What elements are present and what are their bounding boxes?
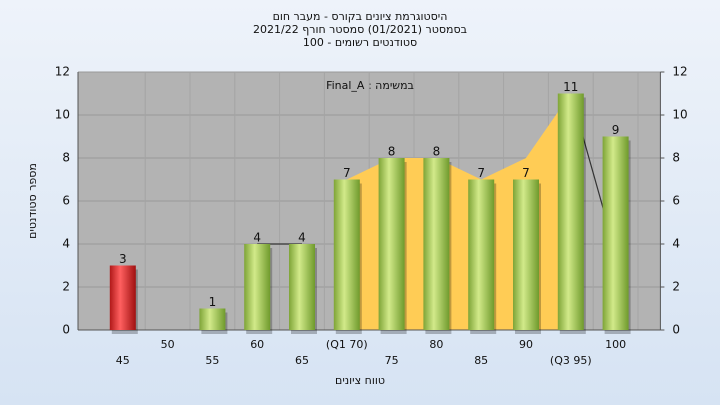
- y2-tick-label: 4: [672, 237, 680, 251]
- x-tick-label: 55: [205, 354, 219, 367]
- x-tick-label: 50: [161, 338, 175, 351]
- bar: [244, 244, 271, 330]
- data-label: 7: [522, 166, 530, 180]
- bar: [423, 158, 450, 330]
- chart-title: היסטוגרמת ציונים בקורס - מעבר חום: [273, 10, 448, 23]
- data-label: 7: [343, 166, 351, 180]
- data-label: 1: [209, 295, 217, 309]
- y2-tick-label: 12: [672, 65, 687, 79]
- bar: [468, 179, 495, 330]
- data-label: 3: [119, 252, 127, 266]
- bar: [378, 158, 405, 330]
- y-tick-label: 12: [55, 65, 70, 79]
- bar: [109, 265, 136, 330]
- x-tick-label: 85: [474, 354, 488, 367]
- y2-tick-label: 6: [672, 194, 680, 208]
- x-tick-label: 80: [429, 338, 443, 351]
- x-tick-label: 65: [295, 354, 309, 367]
- bar: [199, 308, 226, 330]
- y-tick-label: 2: [62, 280, 70, 294]
- x-tick-label: (Q3 95): [550, 354, 592, 367]
- bar: [289, 244, 315, 330]
- data-label: 7: [477, 166, 485, 180]
- bar: [513, 179, 539, 330]
- y2-tick-label: 8: [672, 151, 680, 165]
- bar: [557, 93, 584, 330]
- chart-subtitle: בסמסטר (01/2021) סמסטר חורף 2021/22: [253, 23, 467, 36]
- x-axis-label: טווח ציונים: [335, 374, 385, 387]
- x-tick-label: 100: [605, 338, 626, 351]
- data-label: 8: [388, 145, 396, 159]
- x-tick-label: 45: [116, 354, 130, 367]
- data-label: 9: [612, 123, 620, 137]
- y-tick-label: 4: [62, 237, 70, 251]
- annotation: במשימה : Final_A: [326, 79, 414, 92]
- data-label: 8: [433, 145, 441, 159]
- y-axis-label: מספר סטודנטים: [26, 163, 39, 239]
- y-tick-label: 0: [62, 323, 70, 337]
- data-label: 11: [563, 80, 578, 94]
- y2-tick-label: 0: [672, 323, 680, 337]
- x-tick-label: 60: [250, 338, 264, 351]
- x-tick-label: (Q1 70): [326, 338, 368, 351]
- x-tick-label: 90: [519, 338, 533, 351]
- chart-subtitle: סטודנטים רשומים - 100: [303, 36, 417, 49]
- y2-tick-label: 10: [672, 108, 687, 122]
- data-label: 4: [298, 231, 306, 245]
- y-tick-label: 8: [62, 151, 70, 165]
- bar: [602, 136, 629, 330]
- y2-tick-label: 2: [672, 280, 680, 294]
- x-tick-label: 75: [385, 354, 399, 367]
- bar: [333, 179, 360, 330]
- y-tick-label: 10: [55, 108, 70, 122]
- data-label: 4: [253, 231, 261, 245]
- y-tick-label: 6: [62, 194, 70, 208]
